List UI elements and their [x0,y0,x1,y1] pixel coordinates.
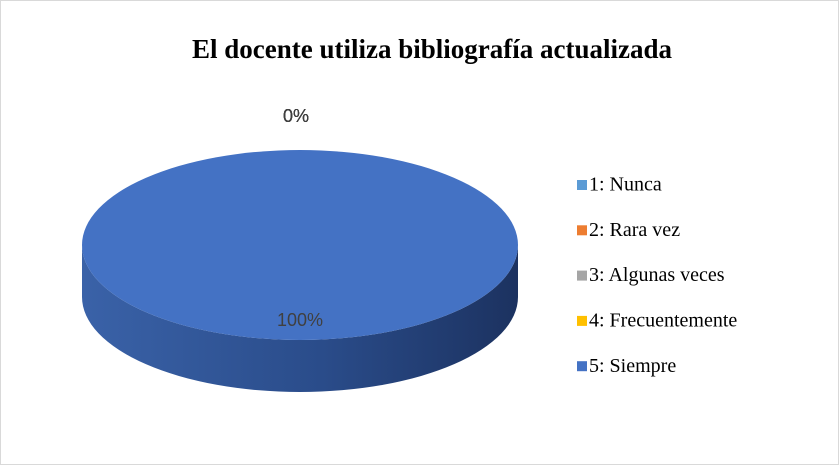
legend-swatch [577,270,587,281]
data-label: 0% [283,106,309,126]
legend-label: 3: Algunas veces [589,264,725,286]
data-label: 0% [283,106,309,126]
legend-label: 4: Frecuentemente [589,309,737,331]
data-label: 0% [283,106,309,126]
data-label: 100% [277,310,323,330]
legend-swatch [577,361,587,372]
legend-label: 2: Rara vez [589,219,680,241]
legend-label: 5: Siempre [589,355,676,377]
legend-swatch [577,180,587,190]
legend-label: 1: Nunca [589,174,662,196]
legend-swatch [577,315,587,326]
pie-slice [82,150,518,340]
legend-swatch [577,225,587,236]
data-label: 0% [283,106,309,126]
chart-title: El docente utiliza bibliografía actualiz… [192,34,672,64]
pie-side [82,245,518,392]
